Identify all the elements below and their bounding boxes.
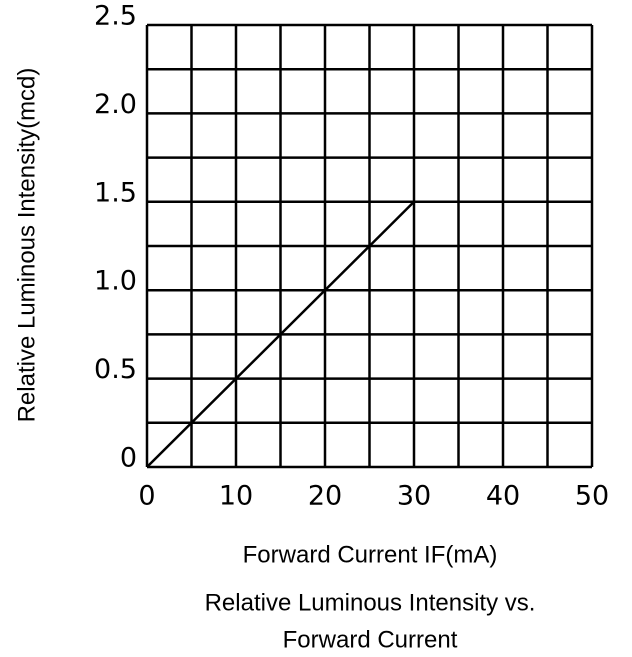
x-tick-label: 10 (219, 481, 253, 512)
x-tick-label: 40 (486, 481, 520, 512)
x-tick-label: 0 (138, 481, 155, 512)
data-line (146, 200, 415, 468)
y-tick-label: 1.5 (94, 177, 137, 208)
y-tick-label: 2.5 (94, 1, 137, 32)
y-tick-label: 1.0 (94, 266, 137, 297)
y-tick-label: 2.0 (94, 89, 137, 120)
y-axis-label: Relative Luminous Intensity(mcd) (13, 68, 40, 423)
x-axis-label: Forward Current IF(mA) (243, 541, 498, 568)
y-tick-label: 0.5 (94, 354, 137, 385)
chart-title: Relative Luminous Intensity vs. (205, 589, 536, 616)
y-tick-label: 0 (120, 443, 137, 474)
x-tick-label: 20 (308, 481, 342, 512)
x-tick-label: 30 (397, 481, 431, 512)
x-tick-label: 50 (575, 481, 609, 512)
chart-title: Forward Current (283, 626, 458, 653)
